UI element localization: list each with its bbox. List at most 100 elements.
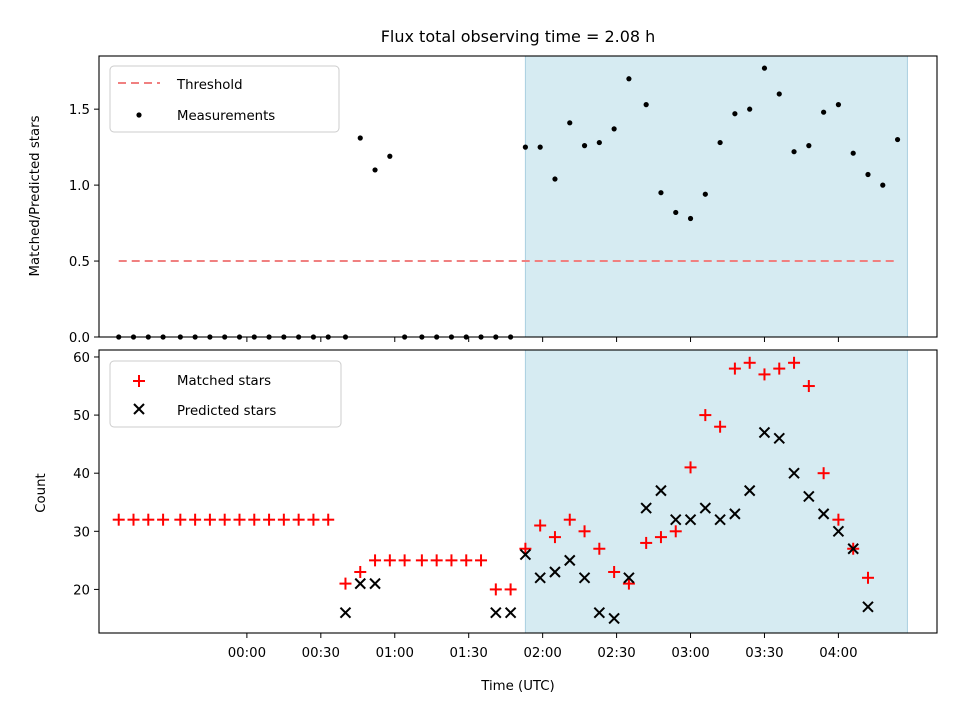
- predicted-star-point: [847, 543, 859, 555]
- matched-star-point: [112, 513, 125, 526]
- legend-threshold-label: Threshold: [176, 78, 243, 93]
- predicted-star-point: [504, 606, 517, 619]
- predicted-star-point: [490, 606, 502, 619]
- legend-matched-swatch: [133, 375, 145, 387]
- chart-title: Flux total observing time = 2.08 h: [381, 27, 656, 46]
- measurement-point: [567, 120, 573, 126]
- count-y-tick-label: 60: [73, 351, 90, 366]
- matched-star-point: [519, 542, 532, 555]
- measurement-point: [821, 109, 827, 115]
- measurement-point: [611, 126, 617, 132]
- predicted-star-point: [788, 467, 800, 479]
- matched-star-point: [788, 356, 801, 369]
- x-tick-label: 01:00: [376, 646, 414, 661]
- measurement-point: [372, 167, 378, 173]
- measurement-point: [581, 143, 588, 149]
- measurement-point: [552, 176, 558, 182]
- legend-measurements-swatch: [136, 112, 142, 118]
- x-tick-label: 02:00: [523, 646, 561, 661]
- measurement-point: [717, 139, 723, 146]
- count-y-tick-label: 40: [73, 467, 90, 482]
- matched-star-point: [369, 554, 382, 567]
- predicted-star-point: [803, 490, 815, 503]
- matched-star-point: [489, 583, 502, 596]
- matched-star-point: [203, 513, 216, 526]
- predicted-star-point: [564, 554, 576, 567]
- matched-star-point: [445, 554, 458, 567]
- matched-star-point: [415, 554, 428, 567]
- matched-stars-points: [112, 356, 874, 596]
- matched-star-point: [174, 513, 187, 526]
- measurement-point: [776, 91, 782, 97]
- predicted-star-point: [670, 513, 682, 526]
- measurement-point: [850, 150, 856, 156]
- matched-star-point: [640, 536, 653, 549]
- predicted-star-point: [817, 508, 830, 520]
- matched-star-point: [743, 356, 756, 369]
- x-tick-label: 00:00: [228, 646, 266, 661]
- matched-star-point: [339, 577, 352, 590]
- predicted-star-point: [862, 601, 874, 613]
- top-y-ticks: 0.0 0.5 1.0 1.5: [69, 103, 99, 346]
- predicted-star-point: [534, 572, 546, 584]
- legend-predicted-label: Predicted stars: [177, 404, 276, 419]
- x-axis-label: Time (UTC): [480, 679, 555, 694]
- x-tick-label: 02:30: [597, 646, 635, 661]
- matched-star-point: [861, 571, 874, 584]
- matched-star-point: [654, 531, 667, 544]
- predicted-star-point: [578, 572, 591, 584]
- measurement-point: [357, 135, 363, 141]
- ratio-y-tick-label: 0.0: [69, 331, 90, 346]
- matched-star-point: [817, 467, 830, 480]
- matched-star-point: [157, 513, 170, 526]
- measurement-point: [791, 149, 797, 155]
- predicted-star-point: [832, 525, 845, 538]
- matched-star-point: [263, 513, 276, 526]
- x-tick-label: 00:30: [302, 646, 340, 661]
- matched-star-point: [773, 362, 786, 375]
- matched-star-point: [669, 525, 682, 538]
- predicted-star-point: [623, 572, 635, 584]
- measurement-point: [702, 191, 708, 197]
- count-y-tick-label: 20: [73, 583, 90, 598]
- measurement-point: [387, 153, 393, 159]
- measurement-point: [673, 209, 679, 216]
- matched-star-point: [430, 554, 443, 567]
- measurement-point: [522, 144, 528, 150]
- count-y-tick-label: 30: [73, 525, 90, 540]
- matched-star-point: [460, 554, 473, 567]
- ratio-y-tick-label: 1.5: [69, 103, 90, 118]
- matched-star-point: [563, 513, 576, 526]
- legend-predicted-swatch: [133, 403, 145, 415]
- top-x-ticks: [246, 337, 839, 342]
- matched-star-point: [548, 531, 561, 544]
- predicted-star-point: [369, 577, 381, 590]
- matched-star-point: [534, 519, 547, 532]
- predicted-star-point: [655, 484, 667, 497]
- count-panel-frame: [98, 349, 938, 634]
- matched-star-point: [398, 554, 411, 567]
- measurement-point: [894, 136, 901, 143]
- x-tick-label: 03:30: [745, 646, 783, 661]
- predicted-star-point: [519, 548, 532, 561]
- bottom-x-ticks: 00:00 00:30 01:00 01:30 02:00 02:30 03:00 03:30…: [228, 633, 858, 661]
- matched-star-point: [758, 368, 771, 381]
- predicted-star-point: [714, 513, 726, 526]
- predicted-star-point: [354, 577, 366, 590]
- matched-star-point: [354, 565, 367, 578]
- predicted-star-point: [608, 612, 620, 625]
- matched-star-point: [127, 513, 140, 526]
- ratio-y-axis-label: Matched/Predicted stars: [28, 115, 43, 276]
- matched-star-point: [307, 513, 320, 526]
- measurement-point: [880, 182, 886, 188]
- count-legend: Matched stars Predicted stars: [109, 360, 342, 428]
- predicted-star-point: [773, 432, 785, 445]
- ratio-y-tick-label: 0.5: [69, 255, 90, 270]
- ratio-y-tick-label: 1.0: [69, 179, 90, 194]
- measurement-point: [537, 144, 543, 150]
- predicted-star-point: [339, 606, 352, 619]
- matched-star-point: [728, 362, 741, 375]
- legend-measurements-label: Measurements: [177, 109, 275, 124]
- ratio-panel: 0.0 0.5 1.0 1.5 Matched/Predicted stars Thr…: [28, 55, 938, 346]
